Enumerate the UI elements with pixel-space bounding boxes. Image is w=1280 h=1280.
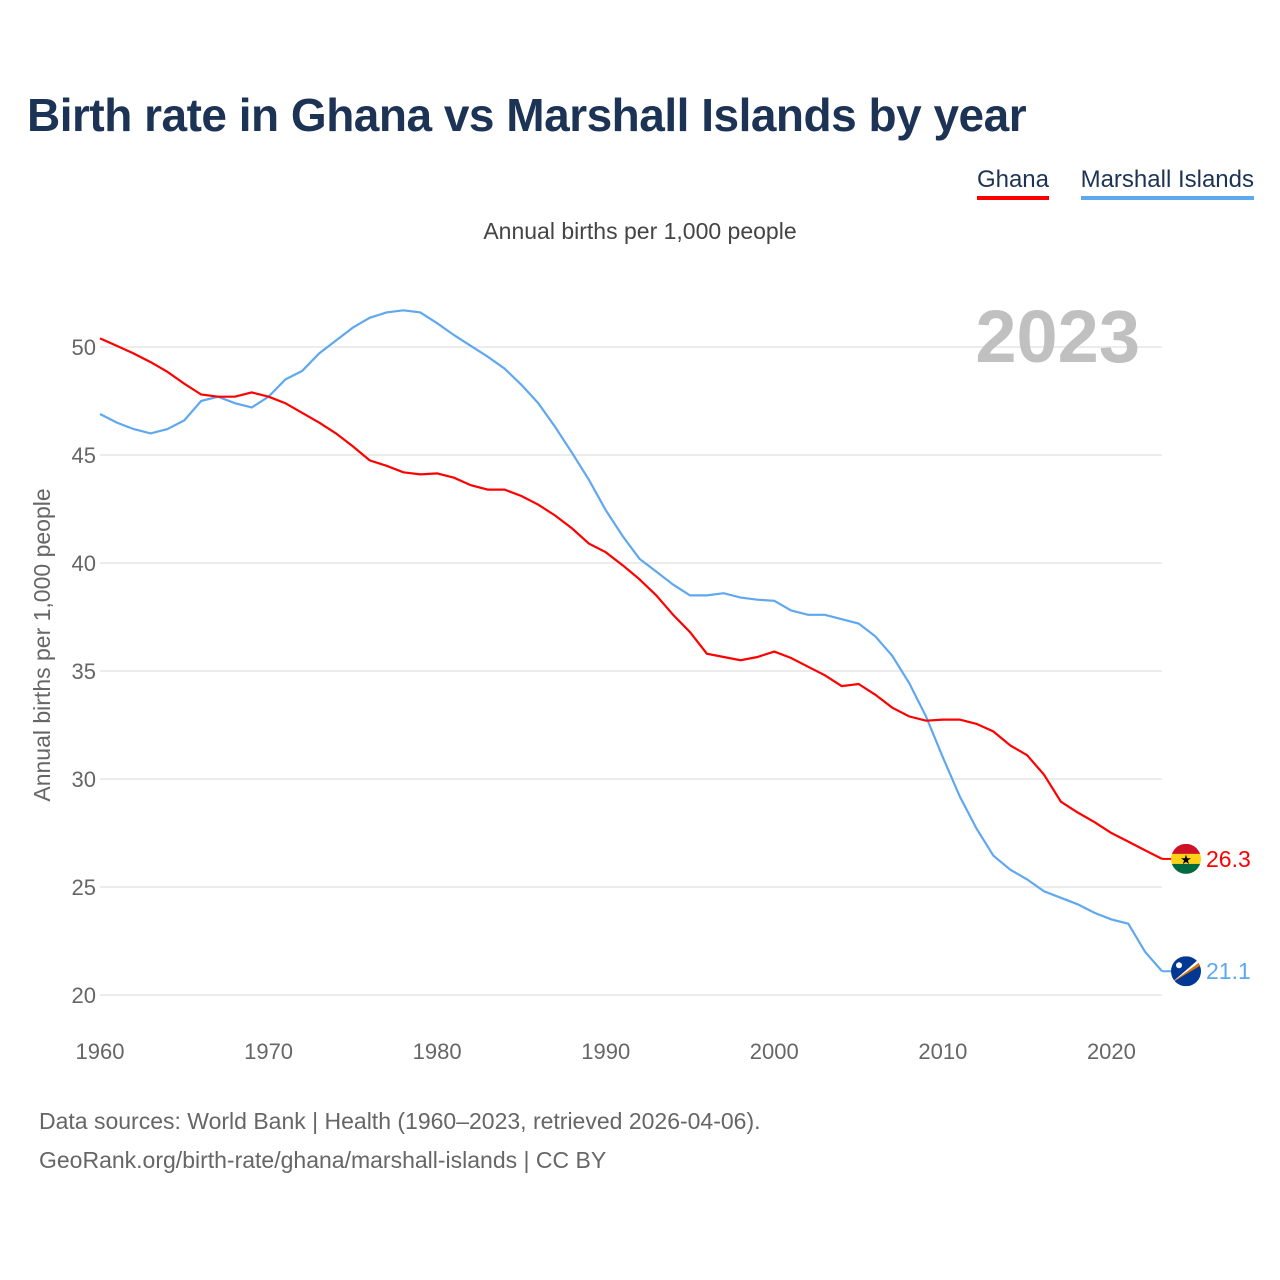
y-tick-label: 30 <box>72 767 96 792</box>
x-tick-label: 1990 <box>581 1039 630 1064</box>
series-line-ghana <box>99 337 1163 860</box>
x-tick-label: 2000 <box>750 1039 799 1064</box>
x-tick-label: 1970 <box>244 1039 293 1064</box>
y-tick-label: 35 <box>72 659 96 684</box>
y-tick-label: 20 <box>72 983 96 1008</box>
legend-marshall-islands[interactable]: Marshall Islands <box>1080 166 1254 200</box>
series-line-marshall-islands <box>99 309 1163 972</box>
y-axis-label: Annual births per 1,000 people <box>29 488 55 801</box>
year-watermark: 2023 <box>975 295 1140 378</box>
y-tick-label: 45 <box>72 443 96 468</box>
x-tick-label: 1960 <box>76 1039 125 1064</box>
chart-title: Birth rate in Ghana vs Marshall Islands … <box>27 89 1027 141</box>
x-tick-label: 2020 <box>1087 1039 1136 1064</box>
chart-subtitle: Annual births per 1,000 people <box>483 218 797 244</box>
x-tick-label: 2010 <box>918 1039 967 1064</box>
footer-link[interactable]: GeoRank.org/birth-rate/ghana/marshall-is… <box>39 1147 607 1173</box>
end-value-label: 21.1 <box>1206 958 1251 984</box>
y-tick-label: 50 <box>72 335 96 360</box>
svg-text:★: ★ <box>1180 852 1192 867</box>
y-tick-label: 25 <box>72 875 96 900</box>
end-value-label: 26.3 <box>1206 846 1251 872</box>
ghana-flag-icon: ★ <box>1171 843 1201 874</box>
x-tick-label: 1980 <box>413 1039 462 1064</box>
y-tick-label: 40 <box>72 551 96 576</box>
marshall-islands-flag-icon <box>1171 956 1201 987</box>
footer-sources: Data sources: World Bank | Health (1960–… <box>39 1108 761 1134</box>
legend-ghana[interactable]: Ghana <box>976 166 1049 200</box>
